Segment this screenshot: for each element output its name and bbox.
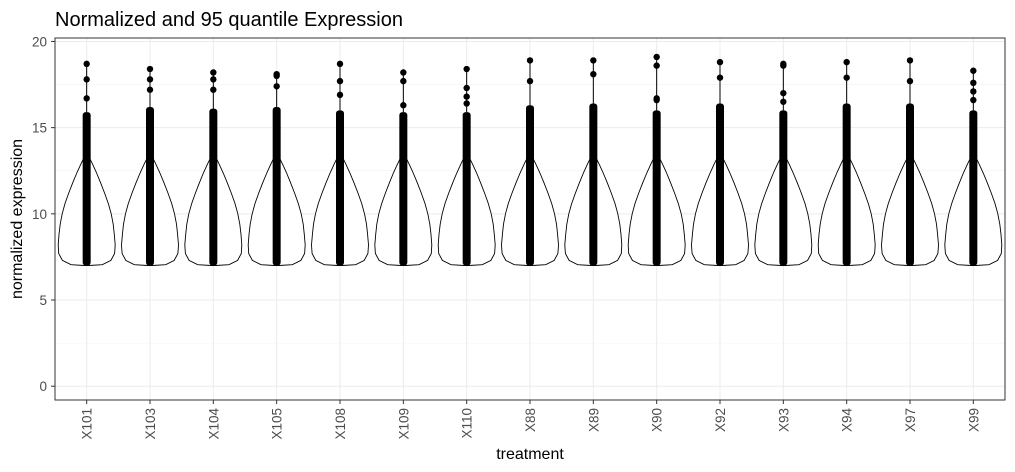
data-points-column	[779, 110, 788, 266]
outlier-point	[590, 57, 597, 64]
data-points-column	[906, 103, 914, 266]
y-tick-label: 15	[32, 121, 47, 136]
outlier-point	[843, 58, 850, 66]
data-points-column	[589, 103, 598, 266]
violin-group-X99	[944, 67, 1003, 266]
violin-group-X89	[564, 57, 623, 266]
y-tick-label: 20	[32, 34, 47, 49]
outlier-point	[400, 102, 407, 109]
data-points-column	[462, 112, 471, 266]
outlier-point	[463, 93, 470, 100]
x-tick-label: X103	[143, 408, 158, 440]
x-tick-label: X90	[650, 408, 665, 432]
data-points-column	[82, 112, 91, 266]
violin-group-X94	[817, 58, 876, 266]
outlier-point	[400, 77, 407, 85]
violin-group-X88	[501, 57, 559, 266]
x-tick-label: X89	[586, 408, 601, 432]
x-tick-label: X99	[966, 408, 981, 432]
data-points-column	[969, 110, 978, 266]
violin-group-X105	[247, 71, 306, 266]
outlier-point	[970, 67, 977, 74]
y-tick-label: 0	[39, 379, 47, 394]
x-tick-label: X97	[903, 408, 918, 432]
y-tick-label: 10	[32, 207, 47, 222]
y-axis: 0 5 10 15 20	[32, 34, 55, 394]
outlier-point	[780, 60, 787, 68]
violin-series	[57, 53, 1003, 266]
data-points-column	[842, 103, 851, 266]
violin-group-X108	[311, 60, 369, 266]
data-points-column	[399, 112, 408, 266]
x-tick-label: X109	[396, 408, 411, 440]
violin-group-X109	[374, 69, 433, 266]
outlier-point	[210, 86, 217, 93]
outlier-point	[273, 83, 280, 90]
violin-group-X101	[57, 60, 116, 266]
outlier-point	[273, 71, 280, 78]
outlier-point	[526, 77, 534, 85]
outlier-point	[526, 57, 534, 64]
y-axis-title: normalized expression	[9, 139, 26, 299]
data-points-column	[526, 105, 534, 266]
chart-title: Normalized and 95 quantile Expression	[55, 9, 403, 31]
outlier-point	[716, 58, 724, 66]
outlier-point	[970, 88, 977, 95]
outlier-point	[210, 69, 217, 76]
outlier-point	[83, 76, 90, 83]
x-tick-label: X93	[776, 408, 791, 432]
violin-group-X92	[691, 58, 749, 266]
outlier-point	[780, 89, 787, 97]
outlier-point	[146, 65, 154, 73]
data-points-column	[209, 108, 218, 266]
outlier-point	[400, 69, 407, 76]
outlier-point	[83, 95, 90, 102]
data-points-column	[146, 106, 154, 266]
outlier-point	[716, 74, 724, 81]
outlier-point	[653, 62, 660, 69]
outlier-point	[336, 60, 344, 68]
outlier-point	[146, 76, 154, 83]
outlier-point	[146, 86, 154, 93]
data-points-column	[336, 110, 344, 266]
y-tick-label: 5	[39, 293, 47, 308]
outlier-point	[83, 60, 90, 68]
x-axis: X101 X103 X104 X105 X108 X109 X110 X88 X89 X90 X92…	[80, 400, 981, 440]
x-tick-label: X88	[523, 408, 538, 432]
outlier-point	[780, 98, 787, 105]
violin-group-X90	[627, 53, 686, 266]
outlier-point	[906, 77, 914, 85]
x-tick-label: X101	[80, 408, 95, 440]
violin-group-X110	[437, 65, 496, 266]
x-tick-label: X104	[206, 408, 221, 440]
outlier-point	[336, 91, 344, 99]
x-tick-label: X92	[713, 408, 728, 432]
x-tick-label: X105	[270, 408, 285, 440]
outlier-point	[463, 100, 470, 107]
data-points-column	[652, 110, 661, 266]
violin-group-X93	[754, 60, 813, 266]
x-tick-label: X110	[460, 408, 475, 439]
outlier-point	[906, 57, 914, 64]
data-points-column	[272, 106, 281, 266]
violin-group-X104	[184, 69, 243, 266]
outlier-point	[970, 96, 977, 104]
violin-group-X97	[881, 57, 939, 266]
data-points-column	[716, 103, 724, 266]
x-axis-title: treatment	[496, 446, 564, 463]
outlier-point	[336, 77, 344, 85]
outlier-point	[653, 53, 660, 61]
x-tick-label: X108	[333, 408, 348, 440]
outlier-point	[590, 71, 597, 78]
outlier-point	[653, 95, 660, 102]
outlier-point	[210, 76, 217, 83]
outlier-point	[970, 79, 977, 87]
outlier-point	[843, 74, 850, 81]
violin-group-X103	[121, 65, 179, 266]
x-tick-label: X94	[840, 408, 855, 433]
outlier-point	[463, 84, 470, 92]
outlier-point	[463, 65, 470, 73]
